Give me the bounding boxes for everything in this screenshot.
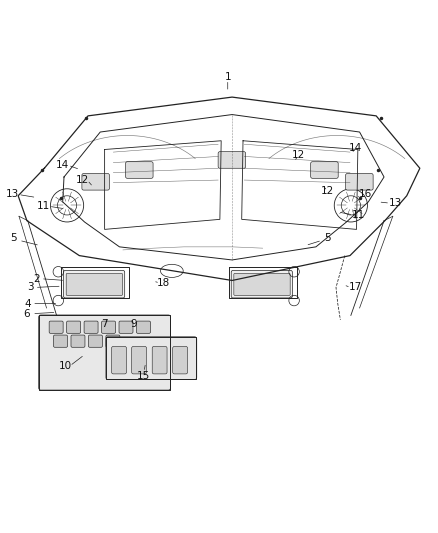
Text: 10: 10 bbox=[59, 361, 72, 371]
FancyBboxPatch shape bbox=[231, 270, 292, 298]
Text: 16: 16 bbox=[359, 189, 372, 199]
FancyBboxPatch shape bbox=[88, 335, 102, 348]
Text: 12: 12 bbox=[321, 187, 334, 196]
FancyBboxPatch shape bbox=[137, 321, 150, 333]
FancyBboxPatch shape bbox=[64, 270, 125, 298]
Text: 9: 9 bbox=[131, 319, 137, 329]
Text: 2: 2 bbox=[33, 274, 40, 284]
FancyBboxPatch shape bbox=[53, 335, 67, 348]
FancyBboxPatch shape bbox=[71, 335, 85, 348]
Text: 7: 7 bbox=[101, 319, 108, 329]
Text: 13: 13 bbox=[389, 198, 403, 208]
FancyBboxPatch shape bbox=[218, 152, 246, 168]
Text: 17: 17 bbox=[349, 282, 362, 293]
Text: 14: 14 bbox=[56, 160, 69, 170]
Text: 11: 11 bbox=[352, 210, 365, 220]
FancyBboxPatch shape bbox=[102, 321, 116, 333]
FancyBboxPatch shape bbox=[119, 321, 133, 333]
Text: 13: 13 bbox=[6, 189, 20, 199]
FancyBboxPatch shape bbox=[66, 273, 123, 295]
FancyBboxPatch shape bbox=[49, 321, 63, 333]
FancyBboxPatch shape bbox=[152, 346, 167, 374]
FancyBboxPatch shape bbox=[112, 346, 127, 374]
FancyBboxPatch shape bbox=[234, 273, 290, 295]
FancyBboxPatch shape bbox=[39, 315, 170, 390]
Text: 18: 18 bbox=[156, 278, 170, 288]
FancyBboxPatch shape bbox=[126, 161, 153, 179]
FancyBboxPatch shape bbox=[106, 335, 120, 348]
FancyBboxPatch shape bbox=[82, 174, 110, 190]
Text: 15: 15 bbox=[137, 370, 151, 381]
FancyBboxPatch shape bbox=[346, 174, 373, 190]
FancyBboxPatch shape bbox=[106, 337, 197, 379]
Text: 6: 6 bbox=[24, 309, 30, 319]
Text: 4: 4 bbox=[25, 298, 31, 309]
Text: 11: 11 bbox=[37, 201, 50, 211]
Text: 5: 5 bbox=[11, 233, 17, 243]
Text: 1: 1 bbox=[224, 71, 231, 82]
Text: 14: 14 bbox=[349, 143, 362, 153]
FancyBboxPatch shape bbox=[173, 346, 187, 374]
FancyBboxPatch shape bbox=[311, 161, 338, 179]
Text: 12: 12 bbox=[76, 175, 89, 185]
Text: 12: 12 bbox=[292, 150, 305, 160]
Text: 3: 3 bbox=[27, 282, 34, 293]
Text: 5: 5 bbox=[324, 233, 331, 243]
FancyBboxPatch shape bbox=[67, 321, 81, 333]
FancyBboxPatch shape bbox=[132, 346, 147, 374]
FancyBboxPatch shape bbox=[84, 321, 98, 333]
